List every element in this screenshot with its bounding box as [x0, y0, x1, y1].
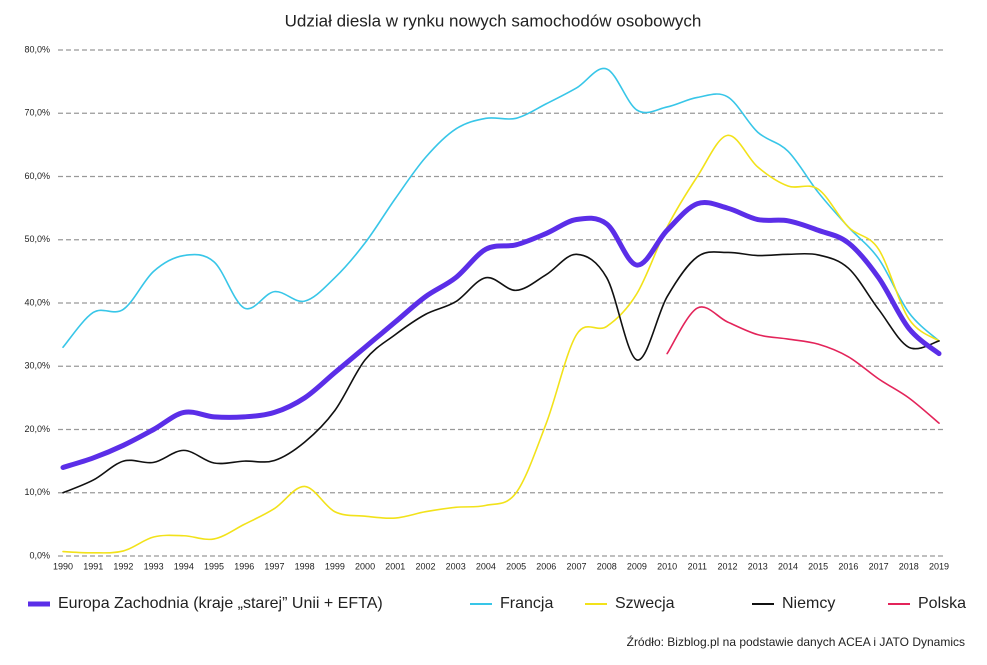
x-tick-label: 2004: [476, 561, 496, 571]
x-tick-label: 2003: [446, 561, 466, 571]
legend-label: Europa Zachodnia (kraje „starej” Unii + …: [58, 595, 383, 612]
x-tick-label: 2013: [748, 561, 768, 571]
x-tick-label: 2009: [627, 561, 647, 571]
y-tick-label: 80,0%: [24, 44, 50, 54]
y-tick-label: 20,0%: [24, 424, 50, 434]
x-tick-label: 2005: [506, 561, 526, 571]
series-line: [62, 134, 940, 554]
y-tick-label: 10,0%: [24, 487, 50, 497]
x-tick-label: 2007: [567, 561, 587, 571]
x-tick-label: 1991: [83, 561, 103, 571]
x-tick-label: 1994: [174, 561, 194, 571]
x-tick-label: 2008: [597, 561, 617, 571]
x-tick-label: 1999: [325, 561, 345, 571]
x-tick-label: 2002: [415, 561, 435, 571]
x-tick-label: 2001: [385, 561, 405, 571]
series-line: [62, 251, 940, 494]
chart-title: Udział diesla w rynku nowych samochodów …: [285, 11, 702, 30]
legend-label: Niemcy: [782, 595, 835, 612]
legend-label: Polska: [918, 595, 966, 612]
x-tick-label: 2017: [869, 561, 889, 571]
x-tick-label: 2006: [536, 561, 556, 571]
y-tick-label: 0,0%: [29, 550, 50, 560]
source: Źródło: Bizblog.pl na podstawie danych A…: [627, 634, 965, 649]
x-tick-label: 1995: [204, 561, 224, 571]
x-tick-label: 2000: [355, 561, 375, 571]
x-tick-label: 1996: [234, 561, 254, 571]
series-line: [60, 199, 942, 470]
x-tick-label: 2014: [778, 561, 798, 571]
y-tick-label: 60,0%: [24, 171, 50, 181]
x-tick-label: 1998: [295, 561, 315, 571]
y-tick-label: 40,0%: [24, 297, 50, 307]
x-tick-label: 2012: [718, 561, 738, 571]
legend-label: Szwecja: [615, 595, 675, 612]
series-line: [62, 67, 940, 349]
x-tick-label: 2010: [657, 561, 677, 571]
x-tick-label: 1992: [113, 561, 133, 571]
y-tick-label: 70,0%: [24, 108, 50, 118]
y-tick-label: 30,0%: [24, 361, 50, 371]
x-tick-label: 2015: [808, 561, 828, 571]
x-tick-label: 1993: [144, 561, 164, 571]
x-tick-label: 2016: [838, 561, 858, 571]
x-tick-label: 2011: [688, 561, 707, 571]
x-tick-label: 2019: [929, 561, 949, 571]
legend-label: Francja: [500, 595, 553, 612]
x-tick-label: 1990: [53, 561, 73, 571]
x-tick-label: 1997: [264, 561, 284, 571]
series-line: [666, 306, 940, 424]
x-tick-label: 2018: [899, 561, 919, 571]
y-tick-label: 50,0%: [24, 234, 50, 244]
